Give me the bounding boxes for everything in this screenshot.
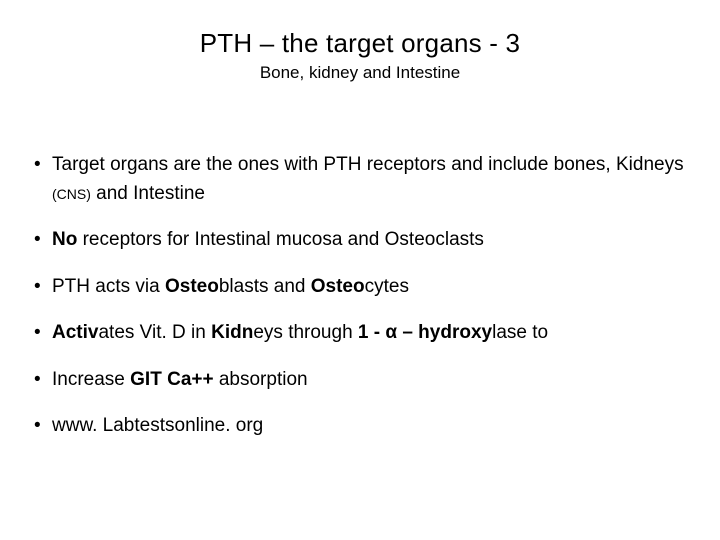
- bullet-item: Activates Vit. D in Kidneys through 1 - …: [30, 319, 690, 348]
- bullet-text: Increase: [52, 369, 130, 390]
- bullet-text: cytes: [365, 276, 409, 297]
- bullet-text-bold: GIT Ca++: [130, 369, 219, 390]
- bullet-item: PTH acts via Osteoblasts and Osteocytes: [30, 273, 690, 302]
- bullet-list: Target organs are the ones with PTH rece…: [0, 151, 720, 441]
- bullet-text-bold: Kidn: [211, 322, 253, 343]
- bullet-text-bold: Osteo: [311, 276, 365, 297]
- source-text: www. Labtestsonline. org: [52, 415, 263, 436]
- bullet-item-source: www. Labtestsonline. org: [30, 412, 690, 441]
- bullet-text: lase to: [492, 322, 548, 343]
- bullet-item: Increase GIT Ca++ absorption: [30, 366, 690, 395]
- bullet-text-bold: No: [52, 229, 83, 250]
- bullet-text: and Intestine: [91, 183, 205, 204]
- bullet-text: Target organs are the ones with PTH rece…: [52, 154, 684, 175]
- bullet-text: PTH acts via: [52, 276, 165, 297]
- bullet-text-bold: 1 - α – hydroxy: [358, 322, 492, 343]
- bullet-text-bold: Osteo: [165, 276, 219, 297]
- bullet-text: absorption: [219, 369, 308, 390]
- slide-title: PTH – the target organs - 3: [0, 0, 720, 59]
- bullet-text: eys through: [253, 322, 358, 343]
- bullet-text: receptors for Intestinal mucosa and Oste…: [83, 229, 484, 250]
- slide-subtitle: Bone, kidney and Intestine: [0, 63, 720, 83]
- bullet-item: No receptors for Intestinal mucosa and O…: [30, 226, 690, 255]
- slide: PTH – the target organs - 3 Bone, kidney…: [0, 0, 720, 540]
- bullet-text: ates Vit. D in: [98, 322, 211, 343]
- bullet-text-small: (CNS): [52, 186, 91, 202]
- bullet-item: Target organs are the ones with PTH rece…: [30, 151, 690, 208]
- bullet-text: blasts and: [219, 276, 311, 297]
- bullet-text-bold: Activ: [52, 322, 98, 343]
